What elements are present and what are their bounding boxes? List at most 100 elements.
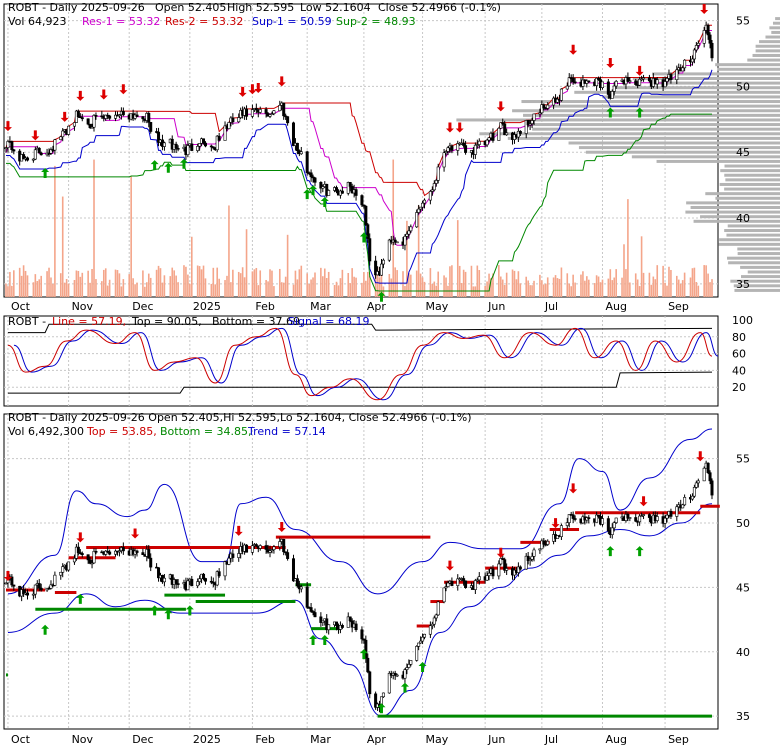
volume-bar (89, 282, 91, 297)
down-arrow (606, 57, 615, 68)
candle (473, 144, 477, 155)
candle (571, 77, 575, 83)
candle (606, 81, 610, 95)
volume-bar (171, 267, 174, 297)
volume-bar (81, 272, 84, 297)
volume-bar (670, 269, 672, 297)
bottom-band-line (8, 371, 713, 394)
volume-bar (470, 265, 473, 297)
candle (419, 206, 423, 210)
volume-bar (347, 272, 350, 297)
candle (321, 186, 325, 189)
trend-candle (532, 549, 536, 557)
trend-candle (428, 625, 432, 635)
volume-bar (546, 277, 549, 297)
down-arrow (3, 121, 12, 132)
trend-candle (556, 535, 560, 539)
trend-candle (485, 575, 489, 581)
trend-up-arrow (164, 609, 173, 620)
trend-candle (374, 693, 378, 708)
volume-bar (106, 285, 109, 297)
volume-bar (693, 267, 696, 297)
volume-bar (196, 265, 199, 297)
candle (434, 180, 438, 184)
candle (211, 146, 215, 149)
volume-bar (419, 273, 422, 297)
volume-bar (245, 229, 248, 297)
volume-bar (476, 265, 479, 297)
trend-candle (67, 561, 71, 571)
profile-bar (685, 210, 780, 214)
trend-candle (31, 593, 35, 596)
profile-bar (772, 21, 780, 25)
signal-line (13, 327, 719, 401)
volume-bar (298, 269, 301, 297)
trend-candle (22, 589, 26, 595)
volume-bar (323, 268, 326, 297)
candle (456, 143, 460, 151)
top-band-line (8, 323, 713, 334)
trend-candle (403, 669, 407, 679)
p2-ytick: 80 (732, 331, 746, 344)
volume-bar (294, 270, 297, 297)
candle (683, 59, 687, 69)
volume-bar (101, 281, 103, 297)
volume-bar (423, 281, 426, 297)
volume-bar (388, 273, 391, 297)
volume-bar (668, 266, 670, 297)
trend-candle (409, 660, 413, 665)
volume-bar (474, 286, 477, 297)
trend-candle (325, 618, 329, 631)
candle (92, 115, 96, 128)
profile-bar (769, 26, 780, 30)
volume-bar (202, 265, 205, 297)
p3-xtick: Dec (132, 733, 153, 745)
trend-candle (434, 614, 438, 619)
volume-bar (611, 280, 614, 297)
trend-candle (516, 566, 520, 573)
p1-xtick: 2025 (193, 300, 221, 313)
trend-candle (595, 514, 599, 523)
trend-candle (209, 580, 213, 583)
candle (597, 77, 601, 80)
trend-candle (442, 587, 446, 603)
osc-line (7, 327, 713, 401)
volume-bar (128, 274, 131, 297)
volume-bar (91, 268, 93, 297)
trend-candle (393, 672, 397, 676)
profile-bar (602, 95, 780, 99)
profile-bar (700, 215, 780, 219)
candle (477, 140, 481, 145)
volume-bar (593, 283, 596, 297)
candle (692, 49, 696, 60)
trend-candle (94, 551, 98, 553)
p3-xtick: Jun (487, 733, 505, 745)
volume-bar (312, 277, 314, 297)
candle (436, 166, 440, 181)
volume-bar (515, 279, 518, 297)
volume-bar (574, 282, 576, 297)
volume-bar (144, 286, 146, 297)
profile-bar (652, 72, 780, 76)
candle (258, 109, 262, 113)
p2-line: Line = 57.19, (52, 315, 126, 328)
profile-bar (737, 252, 780, 256)
trend-candle (587, 517, 591, 519)
trend-candle (366, 657, 370, 673)
volume-bar (472, 286, 475, 297)
trend-candle (264, 545, 268, 550)
trend-candle (237, 553, 241, 558)
trend-candle (12, 584, 16, 587)
volume-bar (136, 282, 138, 297)
volume-bar (198, 266, 201, 297)
volume-bar (586, 276, 588, 297)
candle (6, 141, 10, 148)
profile-bar (718, 242, 780, 246)
candle (286, 116, 290, 124)
candle (117, 114, 121, 116)
profile-bar (719, 238, 780, 242)
p3-bottom: Bottom = 34.85, (160, 425, 252, 438)
candle (121, 111, 125, 116)
trend-candle (530, 556, 534, 560)
volume-bar (230, 282, 232, 297)
